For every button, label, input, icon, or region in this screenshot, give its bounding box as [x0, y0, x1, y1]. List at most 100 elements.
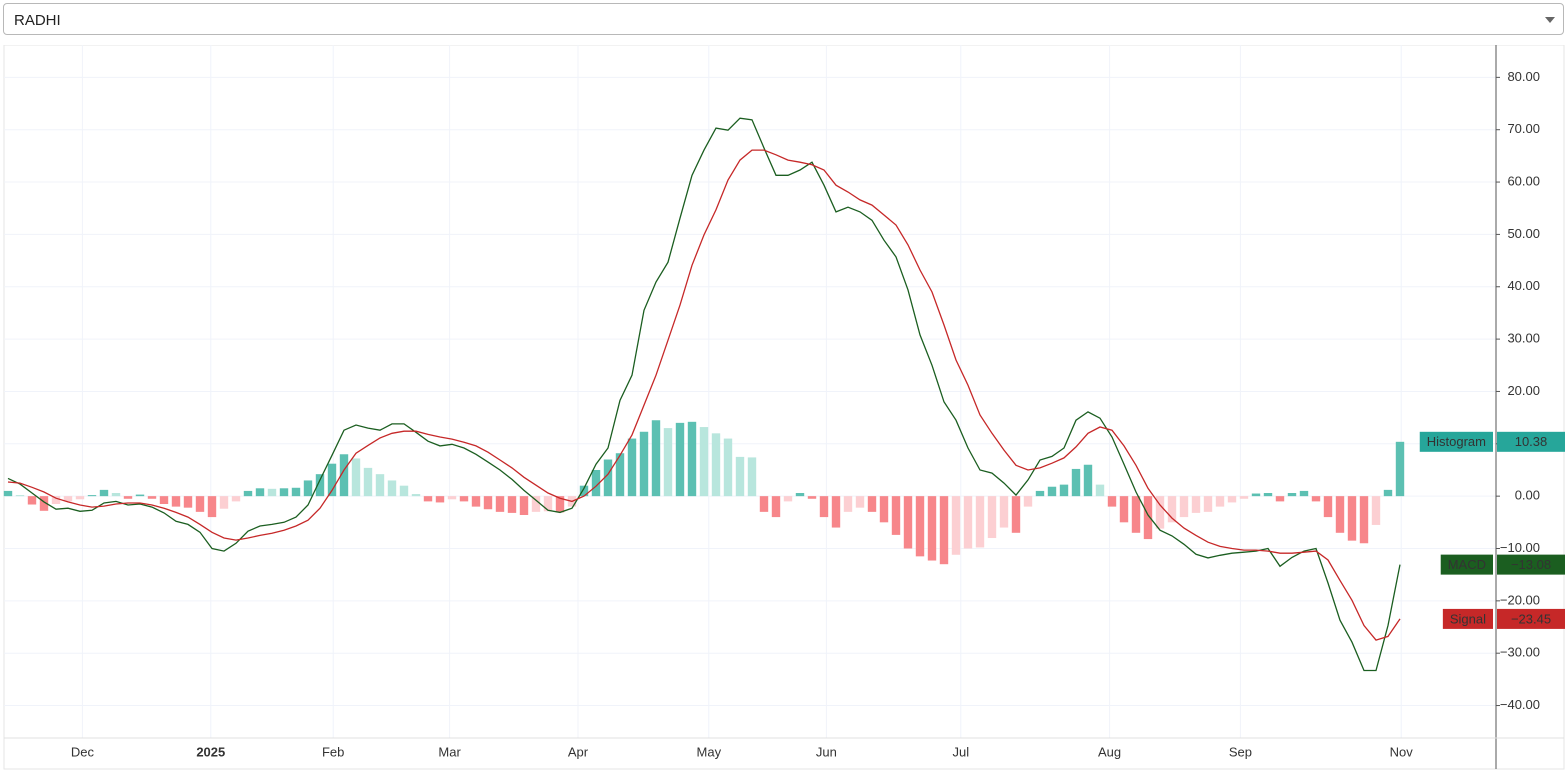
histogram-bar — [999, 496, 1009, 528]
histogram-bar — [495, 496, 505, 512]
histogram-bar — [27, 496, 37, 505]
x-tick-label: Feb — [322, 744, 344, 759]
histogram-bar — [363, 467, 373, 497]
histogram-bar — [87, 495, 97, 497]
histogram-bar — [879, 496, 889, 523]
histogram-bar — [1383, 489, 1393, 497]
x-tick-label: 2025 — [196, 744, 225, 759]
histogram-bar — [1203, 496, 1213, 512]
histogram-bar — [951, 496, 961, 555]
histogram-bar — [435, 496, 445, 503]
y-tick-label: 80.00 — [1507, 69, 1540, 84]
histogram-bar — [339, 454, 349, 497]
histogram-bar — [783, 496, 793, 502]
chart-frame — [3, 45, 1565, 770]
x-tick-label: Nov — [1390, 744, 1414, 759]
histogram-bar — [711, 433, 721, 497]
histogram-bar — [915, 496, 925, 557]
series-tag-value: −23.45 — [1511, 611, 1551, 626]
histogram-bar — [543, 496, 553, 512]
x-tick-label: Apr — [568, 744, 589, 759]
histogram-bar — [195, 496, 205, 512]
histogram-bar — [699, 427, 709, 497]
series-tag-value: 10.38 — [1515, 434, 1548, 449]
histogram-bar — [1263, 493, 1273, 497]
histogram-bar — [747, 457, 757, 497]
dropdown-arrow — [1545, 17, 1555, 23]
series-tag-name-box — [1419, 431, 1493, 452]
histogram-bar — [1287, 493, 1297, 497]
chart: 80.0070.0060.0050.0040.0030.0020.0010.00… — [3, 45, 1565, 770]
histogram-bar — [903, 496, 913, 549]
y-tick-label: 40.00 — [1507, 278, 1540, 293]
histogram-bar — [351, 458, 361, 497]
series-tag-value-box — [1497, 431, 1565, 452]
histogram-bar — [255, 488, 265, 497]
histogram-bar — [1323, 496, 1333, 518]
histogram-bar — [471, 496, 481, 507]
histogram-bar — [1335, 496, 1345, 533]
histogram-bar — [1275, 496, 1285, 502]
histogram-bar — [675, 422, 685, 497]
symbol-select[interactable]: RADHI — [3, 3, 1564, 35]
histogram-bar — [771, 496, 781, 518]
histogram-bar — [1167, 496, 1177, 523]
histogram-bar — [1227, 496, 1237, 503]
histogram-bar — [1359, 496, 1369, 544]
histogram-bar — [171, 496, 181, 507]
series-tag-value-box — [1497, 608, 1565, 629]
histogram-bar — [99, 489, 109, 497]
histogram-bar — [1143, 496, 1153, 540]
histogram-bar — [1119, 496, 1129, 523]
histogram-bar — [807, 496, 817, 499]
histogram-bar — [135, 494, 145, 497]
histogram-bar — [399, 485, 409, 497]
histogram-bar — [315, 474, 325, 497]
histogram-bar — [663, 428, 673, 497]
histogram-bar — [291, 487, 301, 497]
histogram-bar — [1107, 496, 1117, 507]
histogram-bar — [231, 496, 241, 502]
histogram-bar — [627, 438, 637, 497]
y-tick-label: −20.00 — [1500, 592, 1540, 607]
series-tag-name: Histogram — [1427, 434, 1486, 449]
histogram-bar — [687, 421, 697, 497]
histogram-bar — [795, 493, 805, 497]
histogram-bar — [1011, 496, 1021, 533]
histogram-bar — [207, 496, 217, 518]
histogram-bar — [243, 490, 253, 497]
histogram-bar — [579, 485, 589, 497]
histogram-bar — [759, 496, 769, 512]
histogram-bar — [987, 496, 997, 539]
series-tag-name-box — [1442, 608, 1493, 629]
histogram-bar — [1179, 496, 1189, 518]
histogram-bar — [1023, 496, 1033, 507]
histogram-bar — [507, 496, 517, 513]
histogram-bar — [867, 496, 877, 512]
x-tick-label: Dec — [71, 744, 95, 759]
histogram-bar — [387, 480, 397, 497]
histogram-bar — [279, 488, 289, 497]
y-tick-label: −10.00 — [1500, 540, 1540, 555]
histogram-bar — [855, 496, 865, 508]
histogram-bar — [939, 496, 949, 565]
histogram-bar — [843, 496, 853, 512]
histogram-bar — [1047, 486, 1057, 497]
histogram-bar — [891, 496, 901, 535]
histogram-bar — [375, 474, 385, 497]
histogram-bar — [1155, 496, 1165, 529]
histogram-bar — [1071, 468, 1081, 497]
histogram-bar — [423, 496, 433, 502]
x-tick-label: May — [697, 744, 722, 759]
histogram-bar — [1083, 464, 1093, 497]
x-tick-label: Jul — [952, 744, 969, 759]
histogram-bar — [975, 496, 985, 548]
histogram-bar — [75, 496, 85, 500]
x-tick-label: Sep — [1229, 744, 1252, 759]
histogram-bar — [1239, 496, 1249, 499]
histogram-bar — [519, 496, 529, 515]
series-tag-name: Signal — [1450, 611, 1486, 626]
series-tag-name: MACD — [1448, 557, 1486, 572]
histogram-bar — [1395, 441, 1405, 497]
